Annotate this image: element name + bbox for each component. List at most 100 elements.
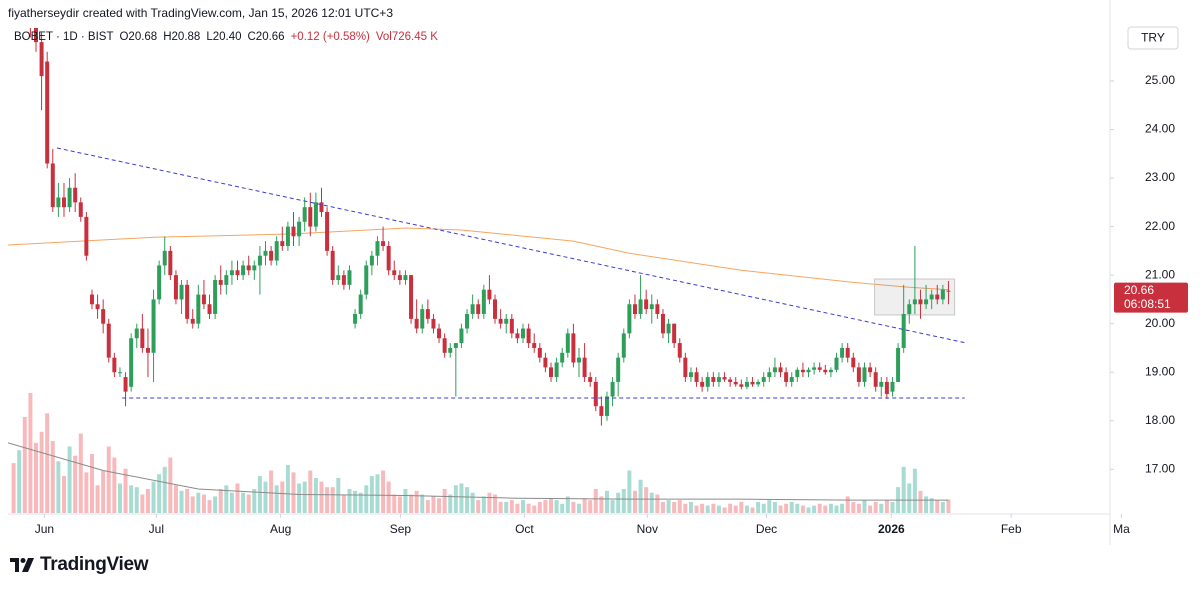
volume-bar [688,501,693,513]
candle-body [162,250,167,266]
x-tick-label: Nov [637,522,658,536]
candle-body [784,372,789,382]
candle-body [263,250,268,256]
volume-bar [241,492,246,513]
volume-bar [274,485,279,513]
volume-bar [812,505,817,513]
candle-body [95,304,100,310]
candle-body [728,379,733,382]
candle-body [767,372,772,378]
candle-body [84,216,89,256]
volume-bar [660,501,665,513]
volume-bar [498,501,503,513]
candle-body [173,275,178,300]
candle-body [386,246,391,271]
candle-body [140,328,145,348]
volume-bar [677,500,682,513]
volume-bar [353,490,358,513]
candle-body [812,367,817,370]
candle-body [123,377,128,392]
candle-body [571,333,576,363]
volume-bar [481,496,486,513]
candle-body [117,372,122,374]
volume-bar [621,489,626,513]
candle-body [297,221,302,237]
candle-body [201,294,206,305]
candle-body [924,299,929,305]
candle-body [627,304,632,334]
candle-body [688,372,693,378]
logo[interactable]: TradingView [10,554,149,576]
candle-body [498,318,503,324]
volume-bar [157,474,162,513]
volume-bar [437,498,442,513]
volume-bar [627,470,632,513]
x-tick-label: Sep [390,522,412,536]
volume-bar [173,485,178,513]
volume-bar [297,483,302,513]
candle-body [582,357,587,378]
volume-bar [431,496,436,513]
candle-body [190,318,195,324]
volume-bar [840,503,845,513]
y-tick-label: 18.00 [1145,413,1175,427]
candle-body [515,333,520,339]
candle-body [711,377,716,382]
volume-bar [129,485,134,513]
volume-bar [213,496,218,513]
volume-bar [218,489,223,513]
volume-bar [39,431,44,513]
volume-bar [532,505,537,513]
volume-bar [448,494,453,513]
volume-bar [196,492,201,513]
x-tick-label: Ma [1113,522,1130,536]
candle-body [632,304,637,314]
volume-bar [45,413,50,513]
volume-bar [610,500,615,513]
volume-ma-line [8,442,949,501]
candle-body [655,304,660,314]
volume-bar [269,470,274,513]
volume-bar [397,496,402,513]
volume-bar [61,476,66,513]
volume-bar [924,496,929,513]
volume-bar [537,501,542,513]
volume-bar [229,492,234,513]
volume-bar [834,505,839,513]
candle-body [280,241,285,247]
volume-bar [666,500,671,513]
candle-body [604,396,609,416]
candle-body [616,357,621,382]
volume-bar [521,500,526,513]
candle-body [257,255,262,266]
volume-bar [756,501,761,513]
volume-bar [11,463,16,513]
candle-body [610,381,615,397]
volume-bar [588,500,593,513]
y-tick-label: 19.00 [1145,364,1175,378]
candle-body [129,338,134,387]
candle-body [560,352,565,363]
volume-bar [117,483,122,513]
volume-bar [616,492,621,513]
volume-bar [800,505,805,513]
plot-area [8,28,965,513]
volume-bar [599,496,604,513]
candle-body [677,343,682,358]
volume-bar [795,503,800,513]
currency-box[interactable] [1127,26,1179,50]
candle-body [621,333,626,358]
candle-body [291,226,296,237]
candle-body [369,255,374,266]
candle-body [789,377,794,382]
candle-body [638,299,643,314]
volume-bar [106,446,111,513]
volume-bar [638,479,643,513]
candle-body [504,318,509,324]
volume-bar [655,494,660,513]
candle-body [403,275,408,280]
candle-body [588,377,593,382]
volume-bar [257,476,262,513]
